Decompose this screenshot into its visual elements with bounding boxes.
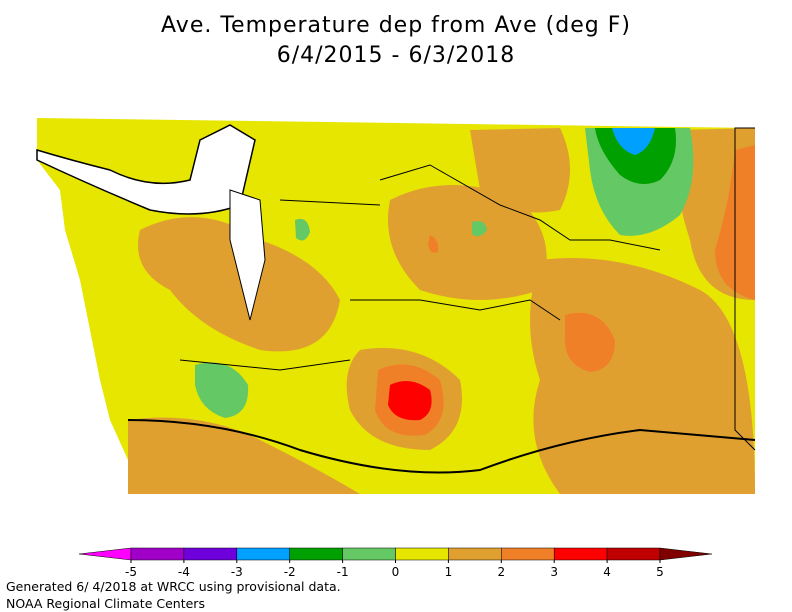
footer-line: Generated 6/ 4/2018 at WRCC using provis… xyxy=(6,579,341,594)
map xyxy=(36,118,756,494)
colorbar-tick-label: -3 xyxy=(231,565,243,579)
subtitle: 6/4/2015 - 6/3/2018 xyxy=(277,43,516,68)
colorbar: -5 -4 -3 -2 -1 0 1 2 3 4 5 xyxy=(78,547,713,579)
colorbar-bin xyxy=(130,547,185,561)
colorbar-tick-label: -4 xyxy=(178,565,190,579)
colorbar-bin xyxy=(289,547,343,561)
colorbar-bin xyxy=(183,547,238,561)
colorbar-tick-label: 4 xyxy=(603,565,611,579)
colorbar-bin xyxy=(553,547,608,561)
colorbar-bin xyxy=(448,547,502,561)
colorbar-bin xyxy=(501,547,555,561)
title: Ave. Temperature dep from Ave (deg F) xyxy=(161,13,631,38)
colorbar-arrow xyxy=(78,547,132,561)
colorbar-arrow xyxy=(659,547,713,561)
colorbar-tick-label: -5 xyxy=(125,565,137,579)
colorbar-tick-label: 0 xyxy=(392,565,400,579)
colorbar-bin xyxy=(342,547,396,561)
colorbar-bin xyxy=(395,547,449,561)
colorbar-tick-label: 3 xyxy=(550,565,558,579)
colorbar-bin xyxy=(606,547,661,561)
colorbar-bin xyxy=(236,547,290,561)
colorbar-tick-label: 2 xyxy=(497,565,505,579)
footer-line: NOAA Regional Climate Centers xyxy=(6,596,205,611)
colorbar-tick-label: 5 xyxy=(656,565,664,579)
colorbar-tick-label: -1 xyxy=(337,565,349,579)
colorbar-tick-label: -2 xyxy=(284,565,296,579)
colorbar-tick-label: 1 xyxy=(445,565,453,579)
